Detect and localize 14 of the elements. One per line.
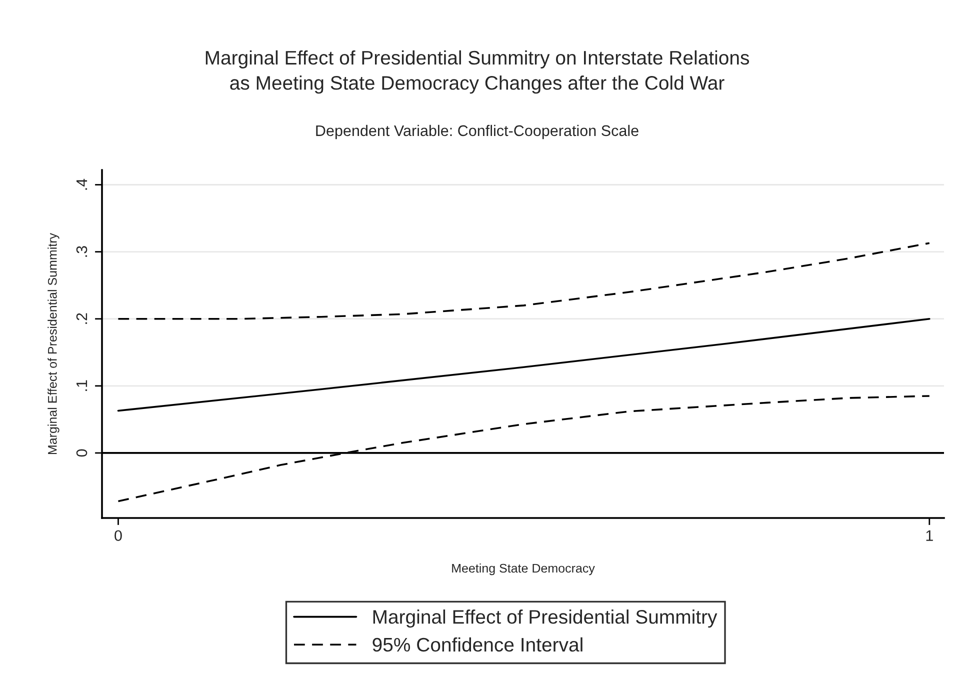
- y-tick-label: .2: [76, 313, 88, 324]
- x-axis-title: Meeting State Democracy: [452, 563, 595, 576]
- legend-label: 95% Confidence Interval: [372, 637, 582, 652]
- chart-subtitle: Dependent Variable: Conflict-Cooperation Scale: [316, 124, 638, 140]
- x-tick-label: 1: [926, 530, 933, 541]
- line-series: [117, 318, 930, 412]
- legend-label: Marginal Effect of Presidential Summitry: [373, 610, 718, 628]
- y-tick-label: .4: [76, 178, 88, 190]
- y-tick-label: .1: [76, 380, 88, 391]
- chart-title: Marginal Effect of Presidential Summitry on Interstate Relations as Meeting State Democracy Changes after the Cold War: [206, 50, 750, 94]
- y-axis-title: Marginal Effect of Presidential Summitry: [48, 232, 60, 454]
- line-series: [117, 242, 930, 320]
- y-tick-label: .3: [76, 246, 88, 257]
- y-tick-label: 0: [76, 449, 88, 457]
